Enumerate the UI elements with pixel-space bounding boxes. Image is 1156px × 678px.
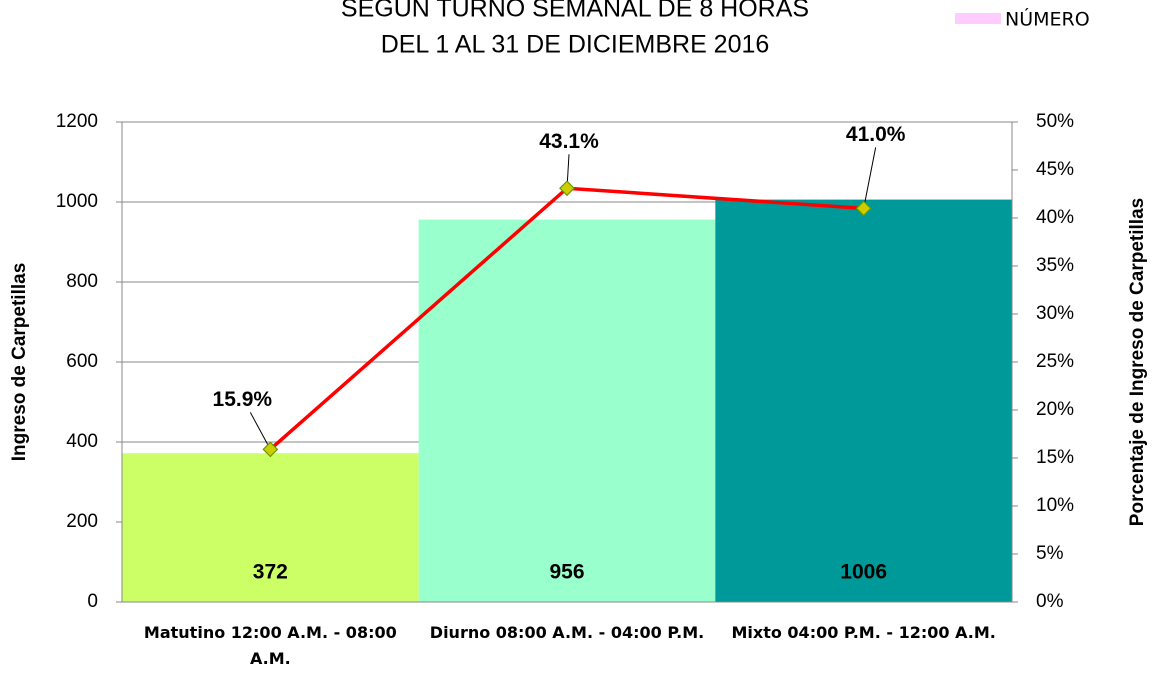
chart-title: SEGÚN TURNO SEMANAL DE 8 HORAS (341, 0, 809, 23)
y2-tick-label: 20% (1036, 399, 1074, 420)
line-marker (262, 441, 279, 458)
leader-line (249, 412, 271, 450)
leader-line (863, 147, 877, 209)
x-tick-label: Matutino 12:00 A.M. - 08:00 A.M. (143, 623, 397, 668)
x-tick-label: Mixto 04:00 P.M. - 12:00 A.M. (731, 623, 996, 642)
legend-label: NÚMERO (1005, 7, 1090, 31)
y2-tick-label: 25% (1036, 351, 1074, 372)
y-tick-label: 400 (66, 431, 98, 452)
bar (122, 453, 419, 602)
line-value-label: 15.9% (213, 388, 273, 411)
bar-value-label: 956 (549, 561, 584, 584)
y-tick-label: 1000 (56, 191, 98, 212)
y-tick-label: 1200 (56, 111, 98, 132)
y2-tick-label: 15% (1036, 447, 1074, 468)
bar-value-label: 372 (253, 561, 288, 584)
y-tick-label: 600 (66, 351, 98, 372)
x-tick-foreign: Diurno 08:00 A.M. - 04:00 P.M. (429, 623, 705, 642)
y2-tick-label: 40% (1036, 207, 1074, 228)
y-axis-label: Ingreso de Carpetillas (9, 263, 30, 462)
bar-value-label: 1006 (840, 561, 887, 584)
y-tick-label: 200 (66, 511, 98, 532)
line-marker (855, 200, 872, 217)
y-tick-label: 800 (66, 271, 98, 292)
y2-tick-label: 50% (1036, 111, 1074, 132)
y2-tick-label: 30% (1036, 303, 1074, 324)
chart-title: DEL 1 AL 31 DE DICIEMBRE 2016 (381, 31, 770, 59)
x-tick-foreign: Matutino 12:00 A.M. - 08:00 A.M. (143, 623, 397, 668)
line-marker (559, 180, 575, 197)
y2-axis-label: Porcentaje de Ingreso de Carpetillas (1127, 198, 1148, 526)
y2-tick-label: 0% (1036, 591, 1064, 612)
y2-tick-label: 35% (1036, 255, 1074, 276)
line-value-label: 41.0% (846, 123, 906, 146)
y-tick-label: 0 (87, 591, 98, 612)
bar (715, 199, 1012, 602)
y2-tick-label: 45% (1036, 159, 1074, 180)
y2-tick-label: 5% (1036, 543, 1064, 564)
legend-swatch (955, 13, 1001, 24)
x-tick-label: Diurno 08:00 A.M. - 04:00 P.M. (429, 623, 705, 642)
bar (418, 219, 716, 602)
x-tick-foreign: Mixto 04:00 P.M. - 12:00 A.M. (731, 623, 996, 642)
plot-frame (121, 121, 1013, 603)
line-value-label: 43.1% (539, 130, 599, 153)
y2-tick-label: 10% (1036, 495, 1074, 516)
